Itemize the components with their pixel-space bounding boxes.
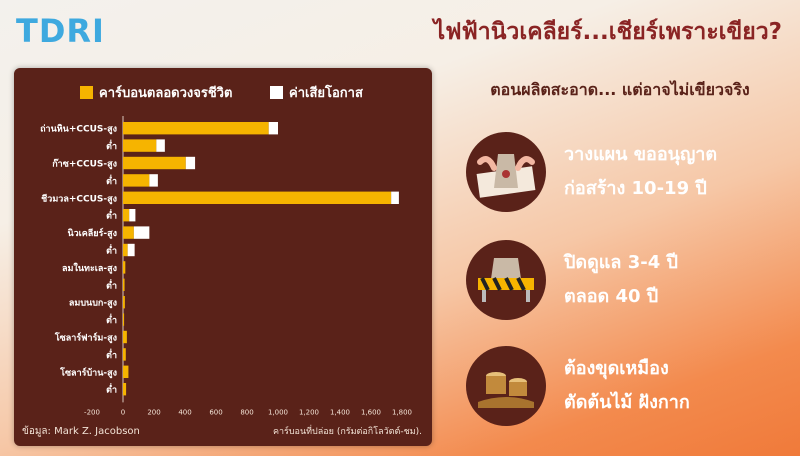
bar-lifecycle-1 <box>123 139 157 152</box>
category-label-12: โซลาร์ฟาร์ม-สูง <box>54 332 117 344</box>
bar-chart: ถ่านหิน+CCUS-สูงต่ำก๊าซ+CCUS-สูงต่ำชีวมว… <box>40 116 422 437</box>
category-label-2: ก๊าซ+CCUS-สูง <box>52 159 117 170</box>
x-tick-label-0: -200 <box>84 408 100 416</box>
info-mining-line1: ต้องขุดเหมือง <box>564 358 669 379</box>
bar-opportunity-7 <box>127 243 135 257</box>
bar-opportunity-3 <box>149 174 158 187</box>
decommission-barrier-icon <box>466 240 546 320</box>
info-decommission: ปิดดูแล 3-4 ปี ตลอด 40 ปี <box>466 240 678 320</box>
x-tick-label-7: 1,200 <box>299 408 319 416</box>
bar-lifecycle-7 <box>123 243 128 257</box>
bar-opportunity-2 <box>185 156 196 170</box>
legend-opportunity: ค่าเสียโอกาส <box>270 82 363 103</box>
bar-lifecycle-11 <box>123 313 125 326</box>
category-label-11: ต่ำ <box>106 313 117 326</box>
source-note: ข้อมูล: Mark Z. Jacobson <box>22 426 140 437</box>
info-mining: ต้องขุดเหมือง ตัดต้นไม้ ฝังกาก <box>466 346 690 426</box>
x-tick-label-1: 0 <box>121 408 125 416</box>
legend-lifecycle: คาร์บอนตลอดวงจรชีวิต <box>80 82 232 103</box>
x-tick-label-4: 600 <box>209 408 222 416</box>
info-decommission-line1: ปิดดูแล 3-4 ปี <box>564 252 678 273</box>
bar-lifecycle-15 <box>123 383 127 396</box>
info-construction: วางแผน ขออนุญาต ก่อสร้าง 10-19 ปี <box>466 132 717 212</box>
construction-icon <box>466 132 546 212</box>
bar-opportunity-5 <box>129 209 136 222</box>
category-label-5: ต่ำ <box>106 209 117 222</box>
x-tick-label-6: 1,000 <box>268 408 288 416</box>
x-tick-label-2: 200 <box>147 408 160 416</box>
x-tick-label-5: 800 <box>240 408 253 416</box>
legend-label-opportunity: ค่าเสียโอกาส <box>289 86 363 101</box>
category-label-7: ต่ำ <box>106 244 117 257</box>
bar-lifecycle-6 <box>123 226 134 239</box>
tdri-logo: TDRI <box>16 12 105 50</box>
legend-swatch-lifecycle <box>80 86 93 99</box>
legend-label-lifecycle: คาร์บอนตลอดวงจรชีวิต <box>99 86 233 101</box>
info-construction-line1: วางแผน ขออนุญาต <box>564 144 718 165</box>
bar-lifecycle-3 <box>123 174 150 187</box>
bar-lifecycle-14 <box>123 365 129 378</box>
bar-lifecycle-0 <box>123 122 269 135</box>
category-label-15: ต่ำ <box>106 383 117 396</box>
category-label-0: ถ่านหิน+CCUS-สูง <box>40 124 117 135</box>
bar-opportunity-1 <box>156 139 165 152</box>
x-tick-label-3: 400 <box>178 408 191 416</box>
category-label-13: ต่ำ <box>106 348 117 361</box>
category-label-14: โซลาร์บ้าน-สูง <box>59 366 117 378</box>
category-label-8: ลมในทะเล-สูง <box>62 262 117 274</box>
x-tick-label-10: 1,800 <box>392 408 412 416</box>
chart-panel: คาร์บอนตลอดวงจรชีวิต ค่าเสียโอกาส ถ่านหิ… <box>14 68 432 446</box>
info-decommission-line2: ตลอด 40 ปี <box>564 286 659 307</box>
category-label-9: ต่ำ <box>106 278 117 291</box>
info-construction-line2: ก่อสร้าง 10-19 ปี <box>564 178 707 199</box>
category-label-4: ชีวมวล+CCUS-สูง <box>41 193 117 204</box>
bar-lifecycle-8 <box>123 261 126 274</box>
tree-stump-icon <box>466 346 546 426</box>
category-label-10: ลมบนบก-สูง <box>69 299 117 309</box>
bar-opportunity-6 <box>133 226 150 239</box>
category-label-6: นิวเคลียร์-สูง <box>67 227 117 239</box>
bar-opportunity-0 <box>268 122 278 135</box>
legend-swatch-opportunity <box>270 86 283 99</box>
bar-lifecycle-13 <box>123 348 126 361</box>
bar-lifecycle-9 <box>123 278 125 291</box>
bar-lifecycle-2 <box>123 156 186 170</box>
subtitle: ตอนผลิตสะอาด... แต่อาจไม่เขียวจริง <box>490 80 750 99</box>
bar-lifecycle-5 <box>123 209 130 222</box>
category-label-3: ต่ำ <box>106 174 117 187</box>
bar-opportunity-4 <box>391 191 399 204</box>
x-tick-label-9: 1,600 <box>361 408 381 416</box>
bar-lifecycle-12 <box>123 330 127 344</box>
info-mining-line2: ตัดต้นไม้ ฝังกาก <box>564 392 690 413</box>
x-axis-label: คาร์บอนที่ปล่อย (กรัมต่อกิโลวัตต์-ชม). <box>273 424 422 437</box>
bar-lifecycle-10 <box>123 296 125 309</box>
bar-lifecycle-4 <box>123 191 392 204</box>
category-label-1: ต่ำ <box>106 139 117 152</box>
x-tick-label-8: 1,400 <box>330 408 350 416</box>
page-title: ไฟฟ้านิวเคลียร์...เชียร์เพราะเขียว? <box>433 19 782 45</box>
